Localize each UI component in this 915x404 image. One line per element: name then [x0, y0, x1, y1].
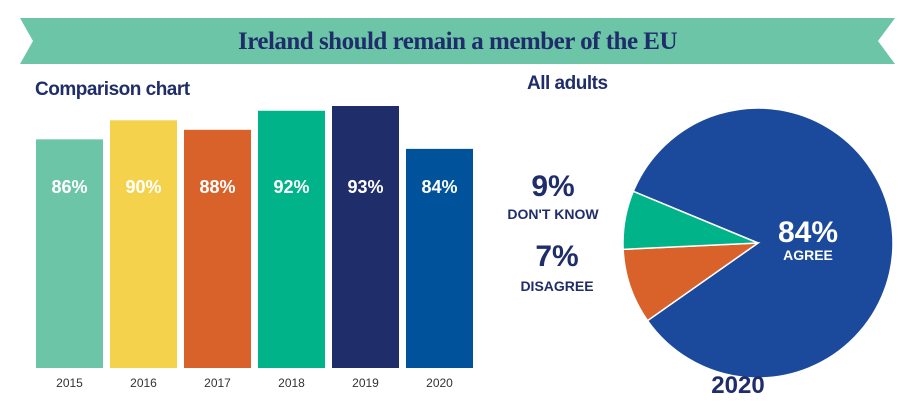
bar-value-label: 93% — [347, 177, 383, 197]
bar-value-label: 92% — [273, 177, 309, 197]
bar-2020 — [406, 148, 473, 368]
x-tick-label: 2019 — [352, 376, 379, 390]
x-tick-label: 2020 — [426, 376, 453, 390]
bar-value-label: 84% — [421, 177, 457, 197]
dont-know-label: DON'T KNOW — [507, 206, 599, 222]
bar-2015 — [36, 139, 103, 368]
agree-label: AGREE — [783, 247, 833, 263]
bar-chart-title: Comparison chart — [35, 79, 190, 100]
bar-2017 — [184, 129, 251, 368]
disagree-label: DISAGREE — [520, 278, 593, 294]
pie-year-caption: 2020 — [711, 372, 764, 399]
x-tick-label: 2015 — [56, 376, 83, 390]
bar-value-label: 86% — [51, 177, 87, 197]
agree-pct: 84% — [778, 216, 838, 249]
x-tick-label: 2017 — [204, 376, 231, 390]
bar-2018 — [258, 110, 325, 368]
title-banner — [20, 18, 895, 64]
pie-slice-agree — [632, 107, 894, 379]
disagree-pct: 7% — [535, 240, 578, 273]
bar-2016 — [110, 120, 177, 368]
bar-value-label: 90% — [125, 177, 161, 197]
page-title: Ireland should remain a member of the EU — [237, 28, 678, 55]
pie-slice-disagree — [622, 190, 759, 251]
x-tick-label: 2018 — [278, 376, 305, 390]
x-tick-label: 2016 — [130, 376, 157, 390]
bar-value-label: 88% — [199, 177, 235, 197]
dont-know-pct: 9% — [531, 170, 574, 203]
bar-2019 — [332, 106, 399, 368]
pie-chart-title: All adults — [527, 73, 608, 94]
